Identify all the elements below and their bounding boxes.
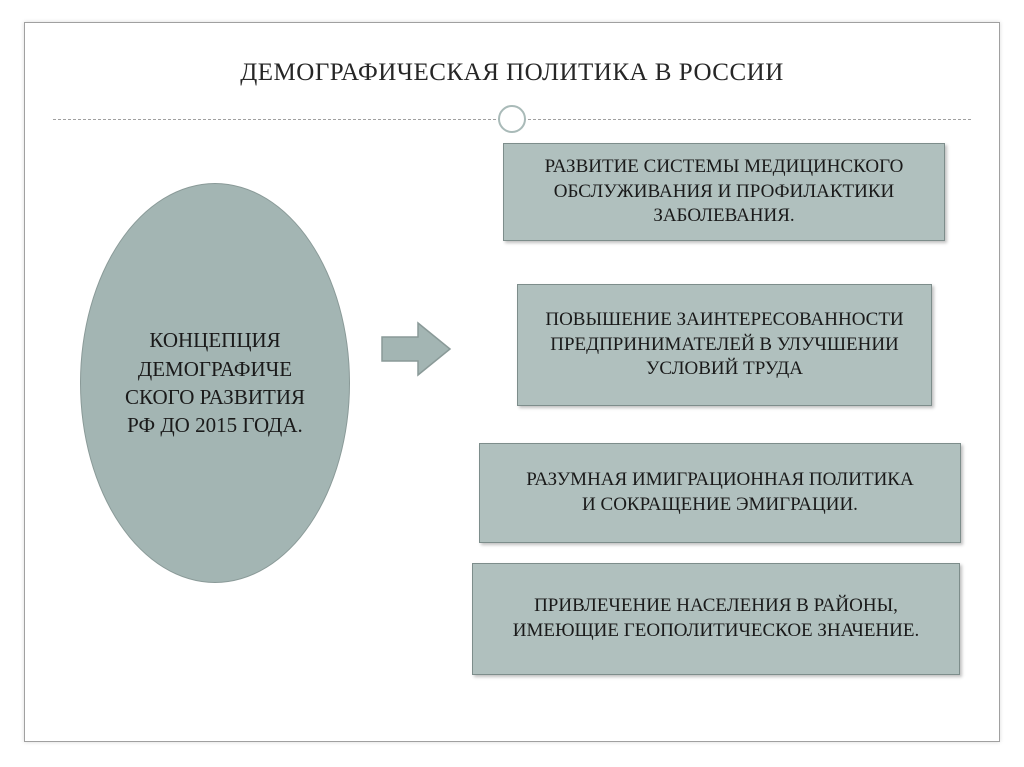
concept-ellipse-text: КОНЦЕПЦИЯ ДЕМОГРАФИЧЕ СКОГО РАЗВИТИЯ РФ … (111, 326, 319, 439)
concept-ellipse: КОНЦЕПЦИЯ ДЕМОГРАФИЧЕ СКОГО РАЗВИТИЯ РФ … (80, 183, 350, 583)
policy-box-3: РАЗУМНАЯ ИМИГРАЦИОННАЯ ПОЛИТИКАИ СОКРАЩЕ… (479, 443, 961, 543)
slide-frame: ДЕМОГРАФИЧЕСКАЯ ПОЛИТИКА В РОССИИ КОНЦЕП… (24, 22, 1000, 742)
arrow-path (382, 323, 450, 375)
policy-box-1-text: РАЗВИТИЕ СИСТЕМЫ МЕДИЦИНСКОГО ОБСЛУЖИВАН… (518, 155, 930, 229)
divider-circle-icon (498, 105, 526, 133)
policy-box-4: ПРИВЛЕЧЕНИЕ НАСЕЛЕНИЯ В РАЙОНЫ,ИМЕЮЩИЕ Г… (472, 563, 960, 675)
policy-box-1: РАЗВИТИЕ СИСТЕМЫ МЕДИЦИНСКОГО ОБСЛУЖИВАН… (503, 143, 945, 241)
policy-box-2: ПОВЫШЕНИЕ ЗАИНТЕРЕСОВАННОСТИ ПРЕДПРИНИМА… (517, 284, 932, 406)
policy-box-4-text: ПРИВЛЕЧЕНИЕ НАСЕЛЕНИЯ В РАЙОНЫ,ИМЕЮЩИЕ Г… (513, 594, 919, 643)
slide-title: ДЕМОГРАФИЧЕСКАЯ ПОЛИТИКА В РОССИИ (25, 59, 999, 87)
policy-box-3-text: РАЗУМНАЯ ИМИГРАЦИОННАЯ ПОЛИТИКАИ СОКРАЩЕ… (526, 468, 913, 517)
policy-box-2-text: ПОВЫШЕНИЕ ЗАИНТЕРЕСОВАННОСТИ ПРЕДПРИНИМА… (532, 308, 917, 382)
arrow-icon (380, 321, 452, 377)
